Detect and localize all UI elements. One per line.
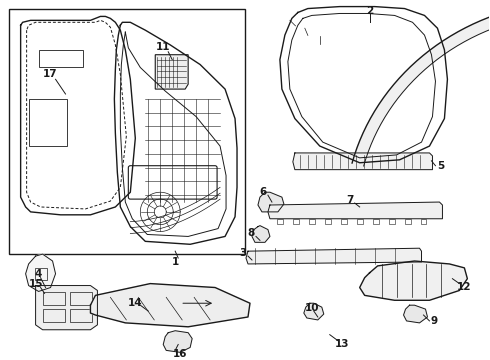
Text: 14: 14 xyxy=(128,298,143,308)
Bar xyxy=(28,99,67,146)
Bar xyxy=(277,219,283,224)
Bar xyxy=(293,219,299,224)
Text: 1: 1 xyxy=(172,257,179,267)
Text: 9: 9 xyxy=(431,316,438,326)
Text: 6: 6 xyxy=(259,187,267,197)
Text: 7: 7 xyxy=(346,195,353,205)
Bar xyxy=(372,219,379,224)
Polygon shape xyxy=(268,202,442,219)
Bar xyxy=(43,309,65,322)
Polygon shape xyxy=(352,1,490,166)
Text: 15: 15 xyxy=(28,279,43,289)
Bar xyxy=(309,219,315,224)
Text: 12: 12 xyxy=(457,282,472,292)
Bar xyxy=(341,219,347,224)
Polygon shape xyxy=(258,192,284,212)
Text: 10: 10 xyxy=(305,303,319,313)
Bar xyxy=(43,292,65,305)
Text: 5: 5 xyxy=(437,161,444,171)
Bar xyxy=(39,50,83,67)
Polygon shape xyxy=(91,284,250,327)
Polygon shape xyxy=(163,331,192,352)
Polygon shape xyxy=(155,55,188,89)
Bar xyxy=(357,219,363,224)
Bar xyxy=(420,219,426,224)
Text: 4: 4 xyxy=(35,269,42,279)
Text: 16: 16 xyxy=(173,349,188,359)
Bar xyxy=(71,309,93,322)
Polygon shape xyxy=(25,254,55,292)
Bar xyxy=(71,292,93,305)
Text: 11: 11 xyxy=(156,42,171,52)
Text: 3: 3 xyxy=(240,248,246,258)
Text: 13: 13 xyxy=(335,339,349,350)
Polygon shape xyxy=(404,305,427,323)
Polygon shape xyxy=(36,285,98,330)
Text: 17: 17 xyxy=(43,69,58,79)
Bar xyxy=(389,219,394,224)
Polygon shape xyxy=(246,248,421,264)
Bar xyxy=(9,9,245,254)
Text: 2: 2 xyxy=(366,5,373,15)
Text: 8: 8 xyxy=(247,229,255,238)
Polygon shape xyxy=(304,303,324,320)
Polygon shape xyxy=(360,261,467,300)
Polygon shape xyxy=(252,226,270,242)
Bar xyxy=(405,219,411,224)
Bar xyxy=(325,219,331,224)
Polygon shape xyxy=(293,153,433,170)
Bar xyxy=(35,268,47,280)
